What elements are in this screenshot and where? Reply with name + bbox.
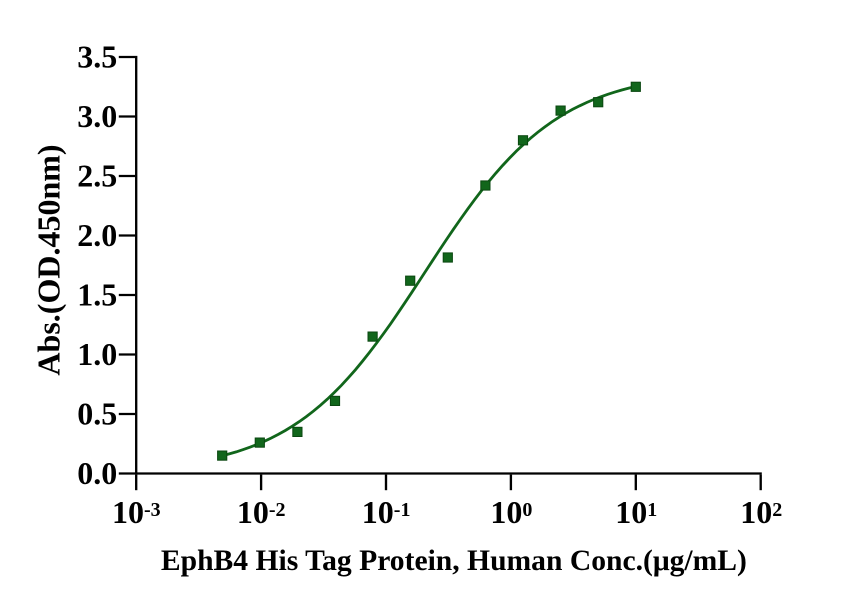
svg-text:2.5: 2.5 <box>77 158 117 194</box>
svg-text:Abs.(OD.450nm): Abs.(OD.450nm) <box>30 144 66 375</box>
svg-text:0.0: 0.0 <box>77 455 117 491</box>
svg-text:102: 102 <box>740 494 782 530</box>
svg-text:0.5: 0.5 <box>77 396 117 432</box>
svg-text:3.5: 3.5 <box>77 39 117 75</box>
svg-text:1.5: 1.5 <box>77 277 117 313</box>
svg-text:EphB4 His Tag Protein, Human C: EphB4 His Tag Protein, Human Conc.(μg/mL… <box>161 545 747 577</box>
svg-text:2.0: 2.0 <box>77 217 117 253</box>
svg-text:1.0: 1.0 <box>77 336 117 372</box>
svg-text:3.0: 3.0 <box>77 98 117 134</box>
svg-text:10-2: 10-2 <box>237 494 286 530</box>
